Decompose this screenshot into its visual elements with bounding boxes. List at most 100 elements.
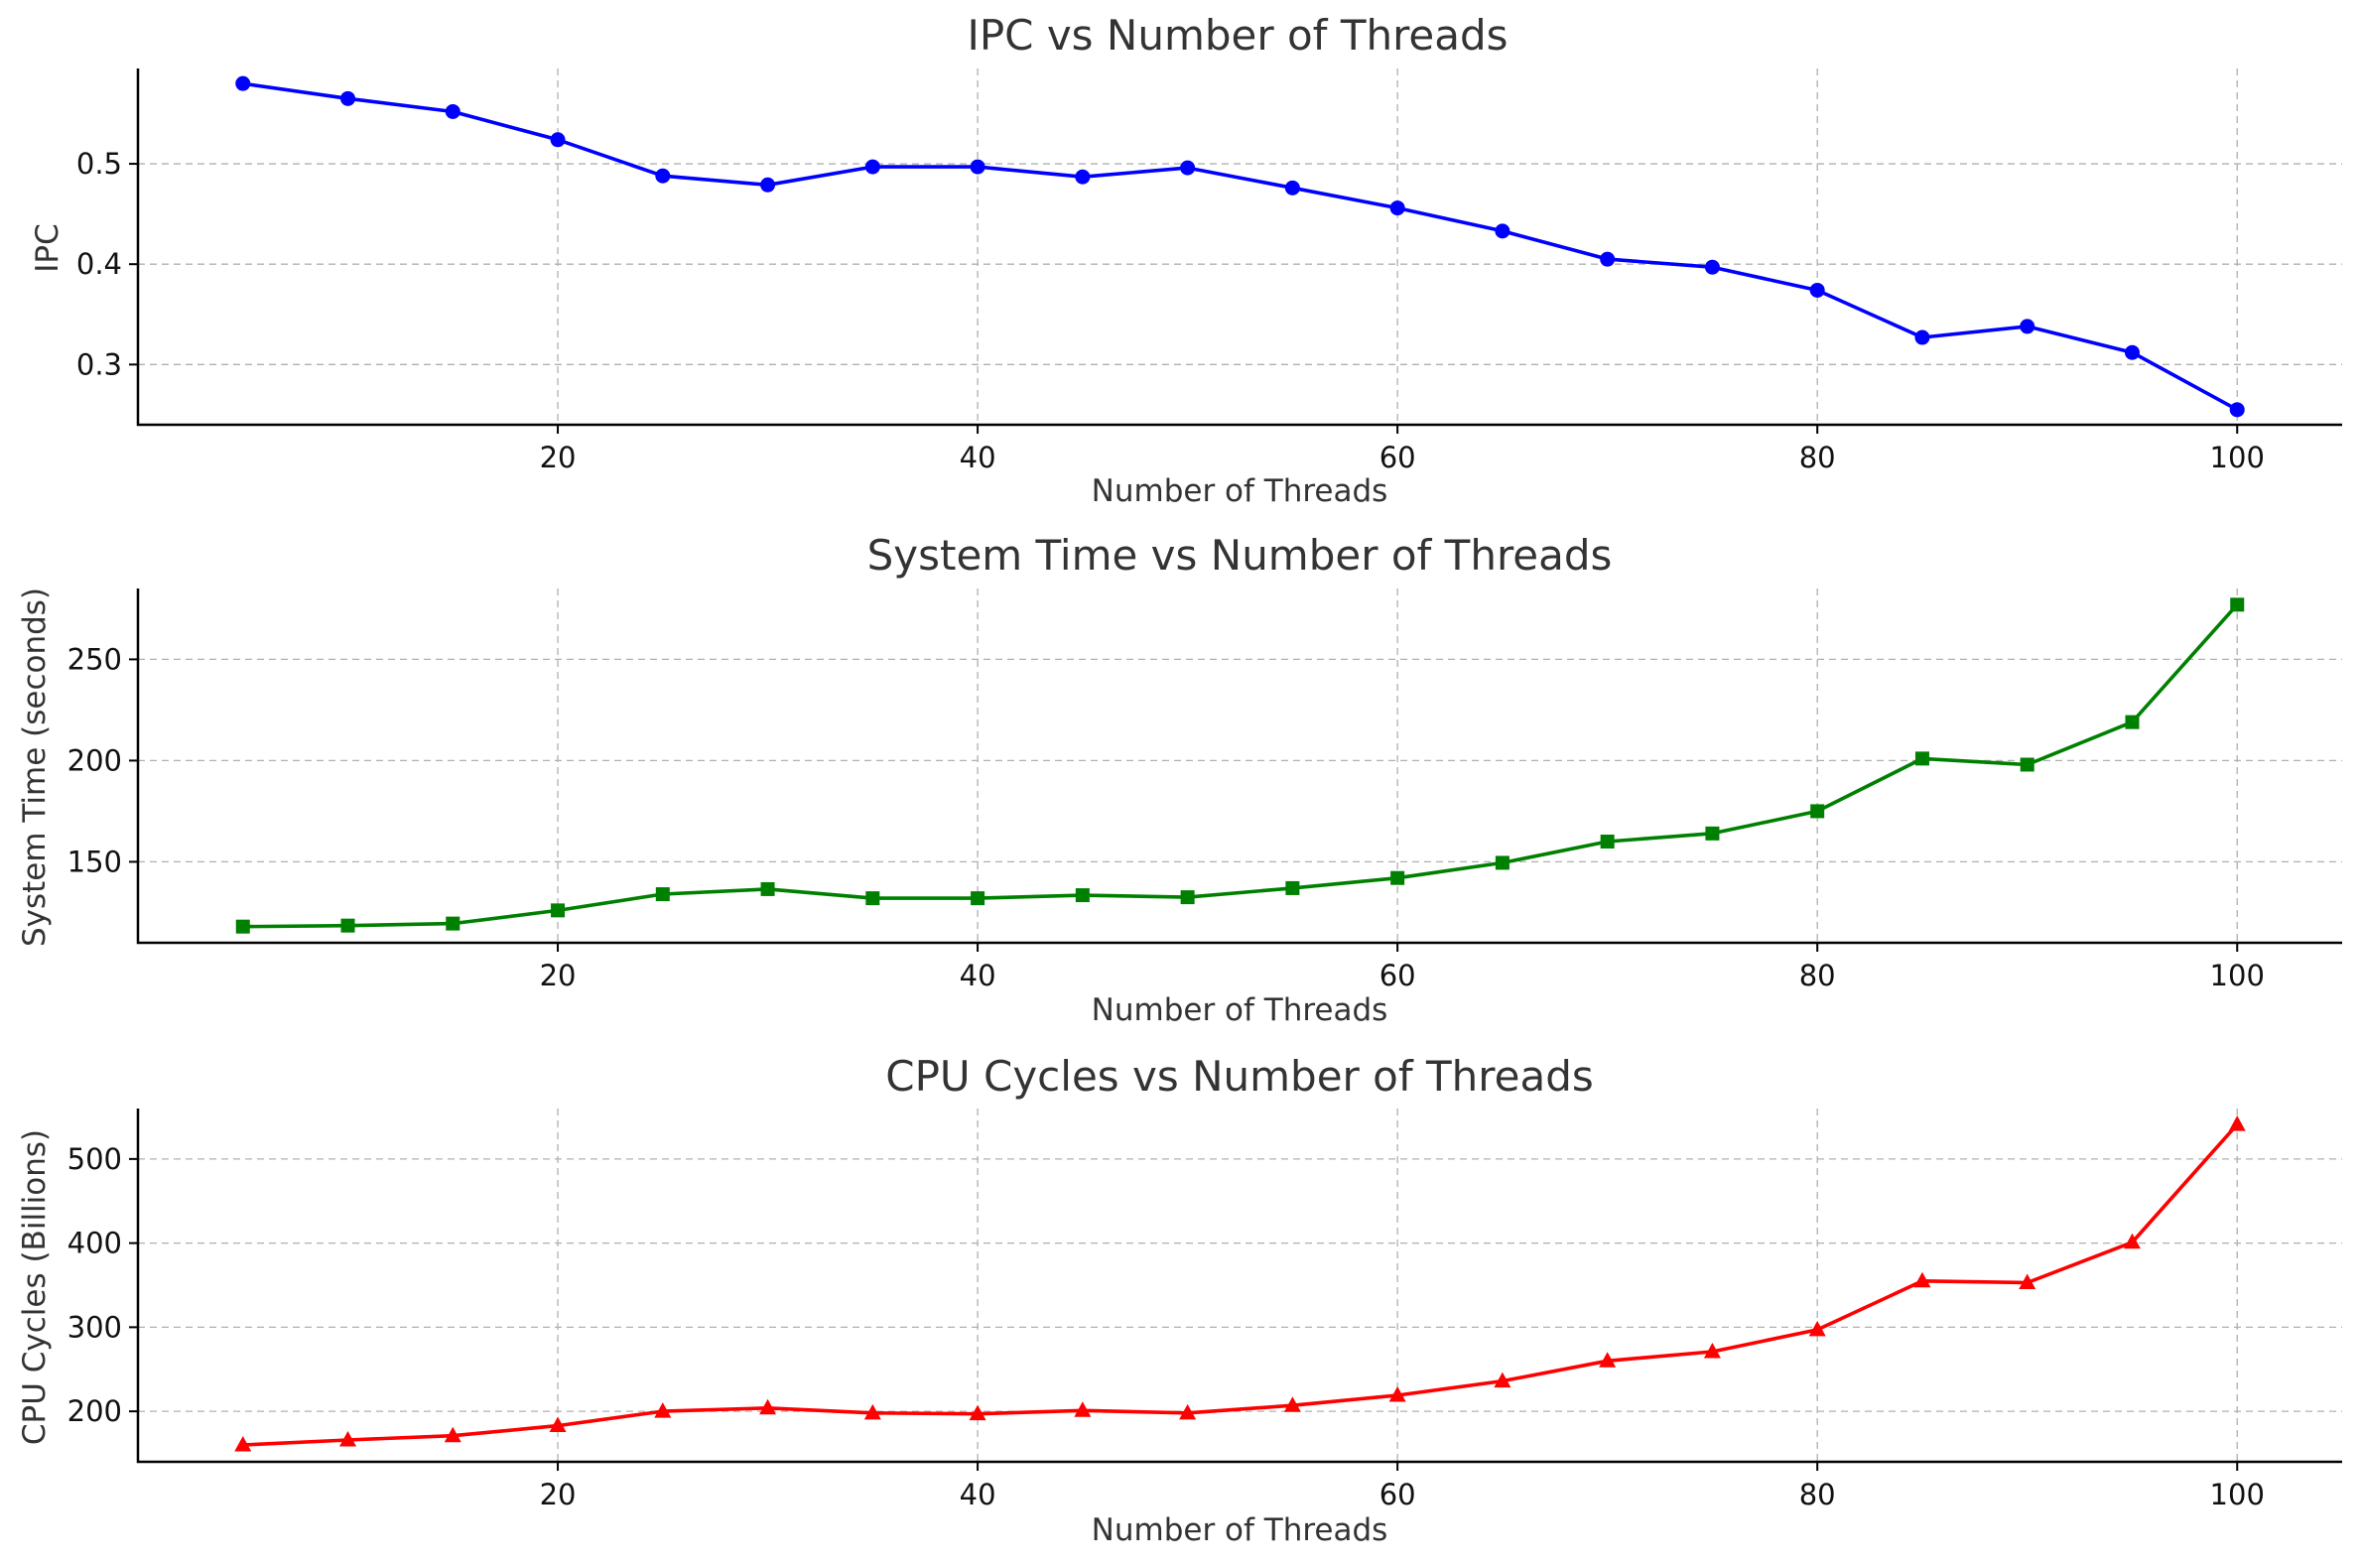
x-tick-label: 80 bbox=[1799, 1478, 1836, 1511]
cpu-cycles-series-markers bbox=[234, 1115, 2246, 1452]
x-tick-label: 100 bbox=[2210, 441, 2265, 474]
x-tick-label: 20 bbox=[540, 441, 577, 474]
data-point bbox=[1914, 329, 1930, 345]
grid-lines bbox=[138, 68, 2342, 425]
data-point bbox=[2020, 757, 2034, 772]
y-tick-label: 250 bbox=[67, 642, 122, 676]
cpu-cycles-chart-panel: CPU Cycles vs Number of Threads 20 40 60 80… bbox=[17, 1052, 2342, 1548]
data-point bbox=[969, 1404, 986, 1421]
data-point bbox=[2124, 344, 2140, 360]
data-point bbox=[655, 168, 671, 184]
axis-frame bbox=[136, 1109, 2342, 1464]
axis-ticks: 20 40 60 80 100 0.3 0.4 0.5 bbox=[76, 147, 2265, 474]
x-tick-label: 20 bbox=[540, 1478, 577, 1511]
data-point bbox=[655, 887, 670, 902]
data-point bbox=[1284, 180, 1300, 196]
y-tick-label: 300 bbox=[67, 1310, 122, 1344]
data-point bbox=[863, 1403, 881, 1420]
data-point bbox=[446, 916, 460, 931]
y-axis-label: CPU Cycles (Billions) bbox=[17, 1129, 53, 1445]
data-point bbox=[865, 891, 880, 906]
data-point bbox=[2228, 1115, 2246, 1131]
data-point bbox=[1074, 1401, 1092, 1417]
data-point bbox=[1704, 259, 1720, 275]
data-point bbox=[445, 103, 460, 119]
x-tick-label: 80 bbox=[1799, 959, 1836, 992]
data-point bbox=[1599, 1352, 1617, 1368]
data-point bbox=[1075, 169, 1091, 185]
x-tick-label: 40 bbox=[960, 959, 996, 992]
data-point bbox=[1390, 870, 1405, 885]
data-point bbox=[1600, 835, 1615, 849]
x-tick-label: 100 bbox=[2210, 959, 2265, 992]
x-tick-label: 60 bbox=[1379, 1478, 1416, 1511]
x-axis-label: Number of Threads bbox=[1092, 1512, 1388, 1548]
x-axis-label: Number of Threads bbox=[1092, 473, 1388, 509]
data-point bbox=[654, 1402, 672, 1418]
x-tick-label: 60 bbox=[1379, 959, 1416, 992]
y-tick-label: 500 bbox=[67, 1142, 122, 1176]
y-tick-label: 0.5 bbox=[76, 147, 122, 181]
data-point bbox=[1913, 1271, 1931, 1288]
data-point bbox=[2125, 715, 2140, 729]
data-point bbox=[971, 891, 985, 906]
data-point bbox=[2230, 597, 2245, 612]
data-point bbox=[2229, 402, 2245, 418]
data-point bbox=[1075, 888, 1090, 903]
data-point bbox=[339, 1430, 357, 1447]
data-point bbox=[1180, 890, 1195, 905]
axis-ticks: 20 40 60 80 100 200 300 400 500 bbox=[67, 1142, 2265, 1511]
data-point bbox=[2123, 1233, 2141, 1249]
y-tick-label: 150 bbox=[67, 845, 122, 878]
data-point bbox=[760, 881, 775, 896]
system-time-series-markers bbox=[235, 597, 2245, 934]
data-point bbox=[1808, 1320, 1826, 1337]
data-point bbox=[1600, 251, 1616, 267]
ipc-series-line bbox=[242, 81, 2239, 412]
x-tick-label: 40 bbox=[960, 441, 996, 474]
grid-lines bbox=[138, 1109, 2342, 1462]
data-point bbox=[760, 177, 776, 193]
data-point bbox=[1389, 200, 1405, 216]
data-point bbox=[1180, 160, 1196, 176]
x-tick-label: 40 bbox=[960, 1478, 996, 1511]
data-point bbox=[550, 132, 566, 148]
data-point bbox=[1705, 826, 1720, 841]
y-tick-label: 0.3 bbox=[76, 347, 122, 381]
cpu-cycles-series-line bbox=[242, 1122, 2239, 1447]
data-point bbox=[340, 918, 355, 933]
x-tick-label: 20 bbox=[540, 959, 577, 992]
data-point bbox=[1495, 855, 1509, 870]
data-point bbox=[551, 903, 566, 918]
ipc-series-markers bbox=[235, 75, 2245, 418]
data-point bbox=[1809, 282, 1825, 298]
data-point bbox=[1914, 751, 1929, 766]
data-point bbox=[2020, 319, 2035, 334]
chart-title: CPU Cycles vs Number of Threads bbox=[885, 1052, 1594, 1101]
chart-title: System Time vs Number of Threads bbox=[867, 531, 1613, 580]
data-point bbox=[1494, 1372, 1511, 1388]
data-point bbox=[2019, 1273, 2036, 1289]
data-point bbox=[444, 1426, 461, 1443]
x-axis-label: Number of Threads bbox=[1092, 992, 1388, 1028]
system-time-chart-panel: System Time vs Number of Threads 20 40 60 8… bbox=[17, 531, 2342, 1028]
data-point bbox=[234, 1436, 252, 1452]
y-tick-label: 0.4 bbox=[76, 247, 122, 281]
chart-title: IPC vs Number of Threads bbox=[967, 11, 1508, 60]
ipc-chart-panel: IPC vs Number of Threads 20 40 60 80 100 0.3 0… bbox=[30, 11, 2342, 509]
data-point bbox=[970, 159, 985, 175]
data-point bbox=[340, 90, 356, 106]
data-point bbox=[1495, 223, 1510, 239]
x-tick-label: 100 bbox=[2210, 1478, 2265, 1511]
grid-lines bbox=[138, 588, 2342, 943]
x-tick-label: 80 bbox=[1799, 441, 1836, 474]
data-point bbox=[235, 75, 251, 91]
axis-frame bbox=[136, 588, 2342, 945]
y-tick-label: 200 bbox=[67, 1394, 122, 1428]
data-point bbox=[1388, 1386, 1406, 1402]
data-point bbox=[1179, 1403, 1197, 1420]
axis-ticks: 20 40 60 80 100 150 200 250 bbox=[67, 642, 2265, 992]
data-point bbox=[1283, 1396, 1301, 1412]
data-point bbox=[759, 1398, 777, 1415]
